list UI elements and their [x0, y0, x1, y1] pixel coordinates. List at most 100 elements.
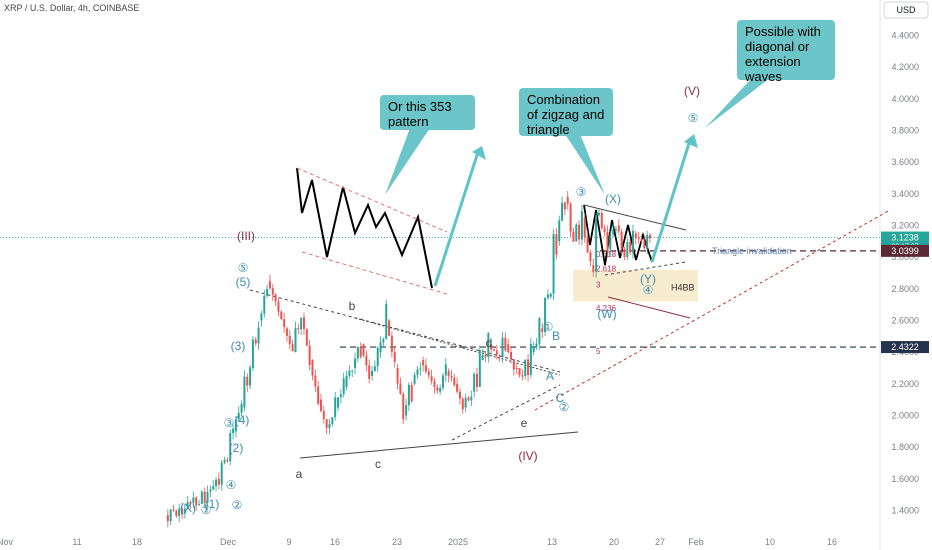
candle-body: [586, 237, 589, 253]
candle-body: [385, 303, 388, 340]
candle-body: [368, 365, 371, 379]
candle-body: [620, 231, 623, 250]
price-badge-label: 3.0399: [891, 246, 919, 256]
candle-body: [215, 479, 218, 487]
y-tick-label: 3.6000: [891, 157, 919, 167]
candle-body: [362, 344, 365, 356]
wave-label: a: [296, 467, 303, 481]
candle-body: [529, 343, 532, 376]
wave-label: ④: [226, 478, 237, 492]
price-badge: [881, 244, 929, 257]
candle-body: [257, 327, 260, 344]
candle-body: [422, 360, 425, 366]
candle-body: [305, 329, 308, 346]
x-tick-label: 20: [609, 537, 619, 547]
wave-label: C: [556, 391, 565, 405]
candle-body: [260, 313, 263, 321]
h4bb-label: H4BB: [671, 282, 695, 292]
candle-body: [390, 335, 393, 352]
candle-body: [226, 459, 229, 462]
candle-body: [583, 217, 586, 238]
candle-body: [311, 360, 314, 376]
candle-body: [209, 489, 212, 492]
contract-top: [583, 204, 687, 231]
callout-diag-box: [737, 20, 835, 80]
candle-body: [552, 234, 555, 294]
wave-label: ②: [559, 400, 570, 414]
candle-body: [524, 359, 527, 376]
candle-body: [510, 352, 513, 360]
candle-body: [430, 375, 433, 382]
wave-label: ③: [576, 185, 587, 199]
x-tick-label: 10: [765, 537, 775, 547]
wave-label: (IV): [518, 449, 537, 463]
candle-body: [546, 294, 549, 298]
candle-body: [277, 301, 280, 312]
x-tick-label: Feb: [688, 537, 704, 547]
candle-body: [345, 375, 348, 387]
callout-diag-text: Possible with: [745, 24, 821, 39]
x-tick-label: Nov: [0, 537, 13, 547]
candle-body: [626, 241, 629, 258]
candle-body: [478, 350, 481, 387]
candle-body: [458, 391, 461, 399]
x-tick-label: 9: [286, 537, 291, 547]
candle-body: [351, 370, 354, 372]
level-label: Triangle invalidation: [712, 246, 792, 256]
candle-body: [527, 359, 530, 376]
candle-body: [186, 502, 189, 509]
candle-body: [427, 371, 430, 376]
y-tick-label: 4.0000: [891, 94, 919, 104]
candle-body: [268, 280, 271, 289]
candle-body: [558, 220, 561, 242]
callout-combo-box: [519, 88, 613, 136]
candle-body: [249, 367, 252, 386]
candle-body: [595, 215, 598, 272]
candle-body: [410, 384, 413, 402]
candle-body: [470, 396, 473, 401]
y-tick-label: 3.2000: [891, 221, 919, 231]
y-tick-label: 2.0000: [891, 411, 919, 421]
candle-body: [198, 504, 201, 506]
wave-label: B: [552, 329, 560, 343]
wave-label: ⑤: [688, 111, 699, 125]
candle-body: [504, 337, 507, 351]
zigzag-353: [296, 167, 433, 289]
candle-body: [456, 383, 459, 392]
candle-body: [206, 491, 209, 503]
wedge-upper: [296, 167, 448, 233]
callout-353-box: [380, 95, 475, 130]
candle-body: [288, 335, 291, 345]
callout-353-text: pattern: [388, 114, 428, 129]
y-tick-label: 2.2000: [891, 379, 919, 389]
candle-body: [544, 297, 547, 332]
candle-body: [234, 419, 237, 432]
candle-body: [393, 351, 396, 362]
candle-body: [317, 386, 320, 404]
trend-red: [534, 209, 891, 411]
callout-combo-text: of zigzag and: [527, 107, 604, 122]
candle-body: [518, 368, 521, 376]
candle-body: [617, 225, 620, 232]
w-line: [607, 296, 691, 319]
callout-diag-text: waves: [744, 69, 782, 84]
candle-body: [575, 224, 578, 242]
candle-body: [328, 424, 331, 429]
callout-353-text: Or this 353: [388, 99, 452, 114]
candle-body: [512, 359, 515, 370]
wave-label: e: [521, 416, 528, 430]
candle-body: [580, 211, 583, 240]
y-tick-label: 4.2000: [891, 62, 919, 72]
candle-body: [637, 238, 640, 240]
candle-body: [592, 265, 595, 272]
candle-body: [473, 373, 476, 392]
candle-body: [169, 509, 172, 522]
candle-body: [382, 339, 385, 343]
candle-body: [192, 497, 195, 503]
wave-label: (X): [180, 501, 196, 515]
candle-body: [379, 342, 382, 353]
callout-combo-text: Combination: [527, 92, 600, 107]
candle-body: [631, 230, 634, 253]
candle-body: [300, 317, 303, 330]
